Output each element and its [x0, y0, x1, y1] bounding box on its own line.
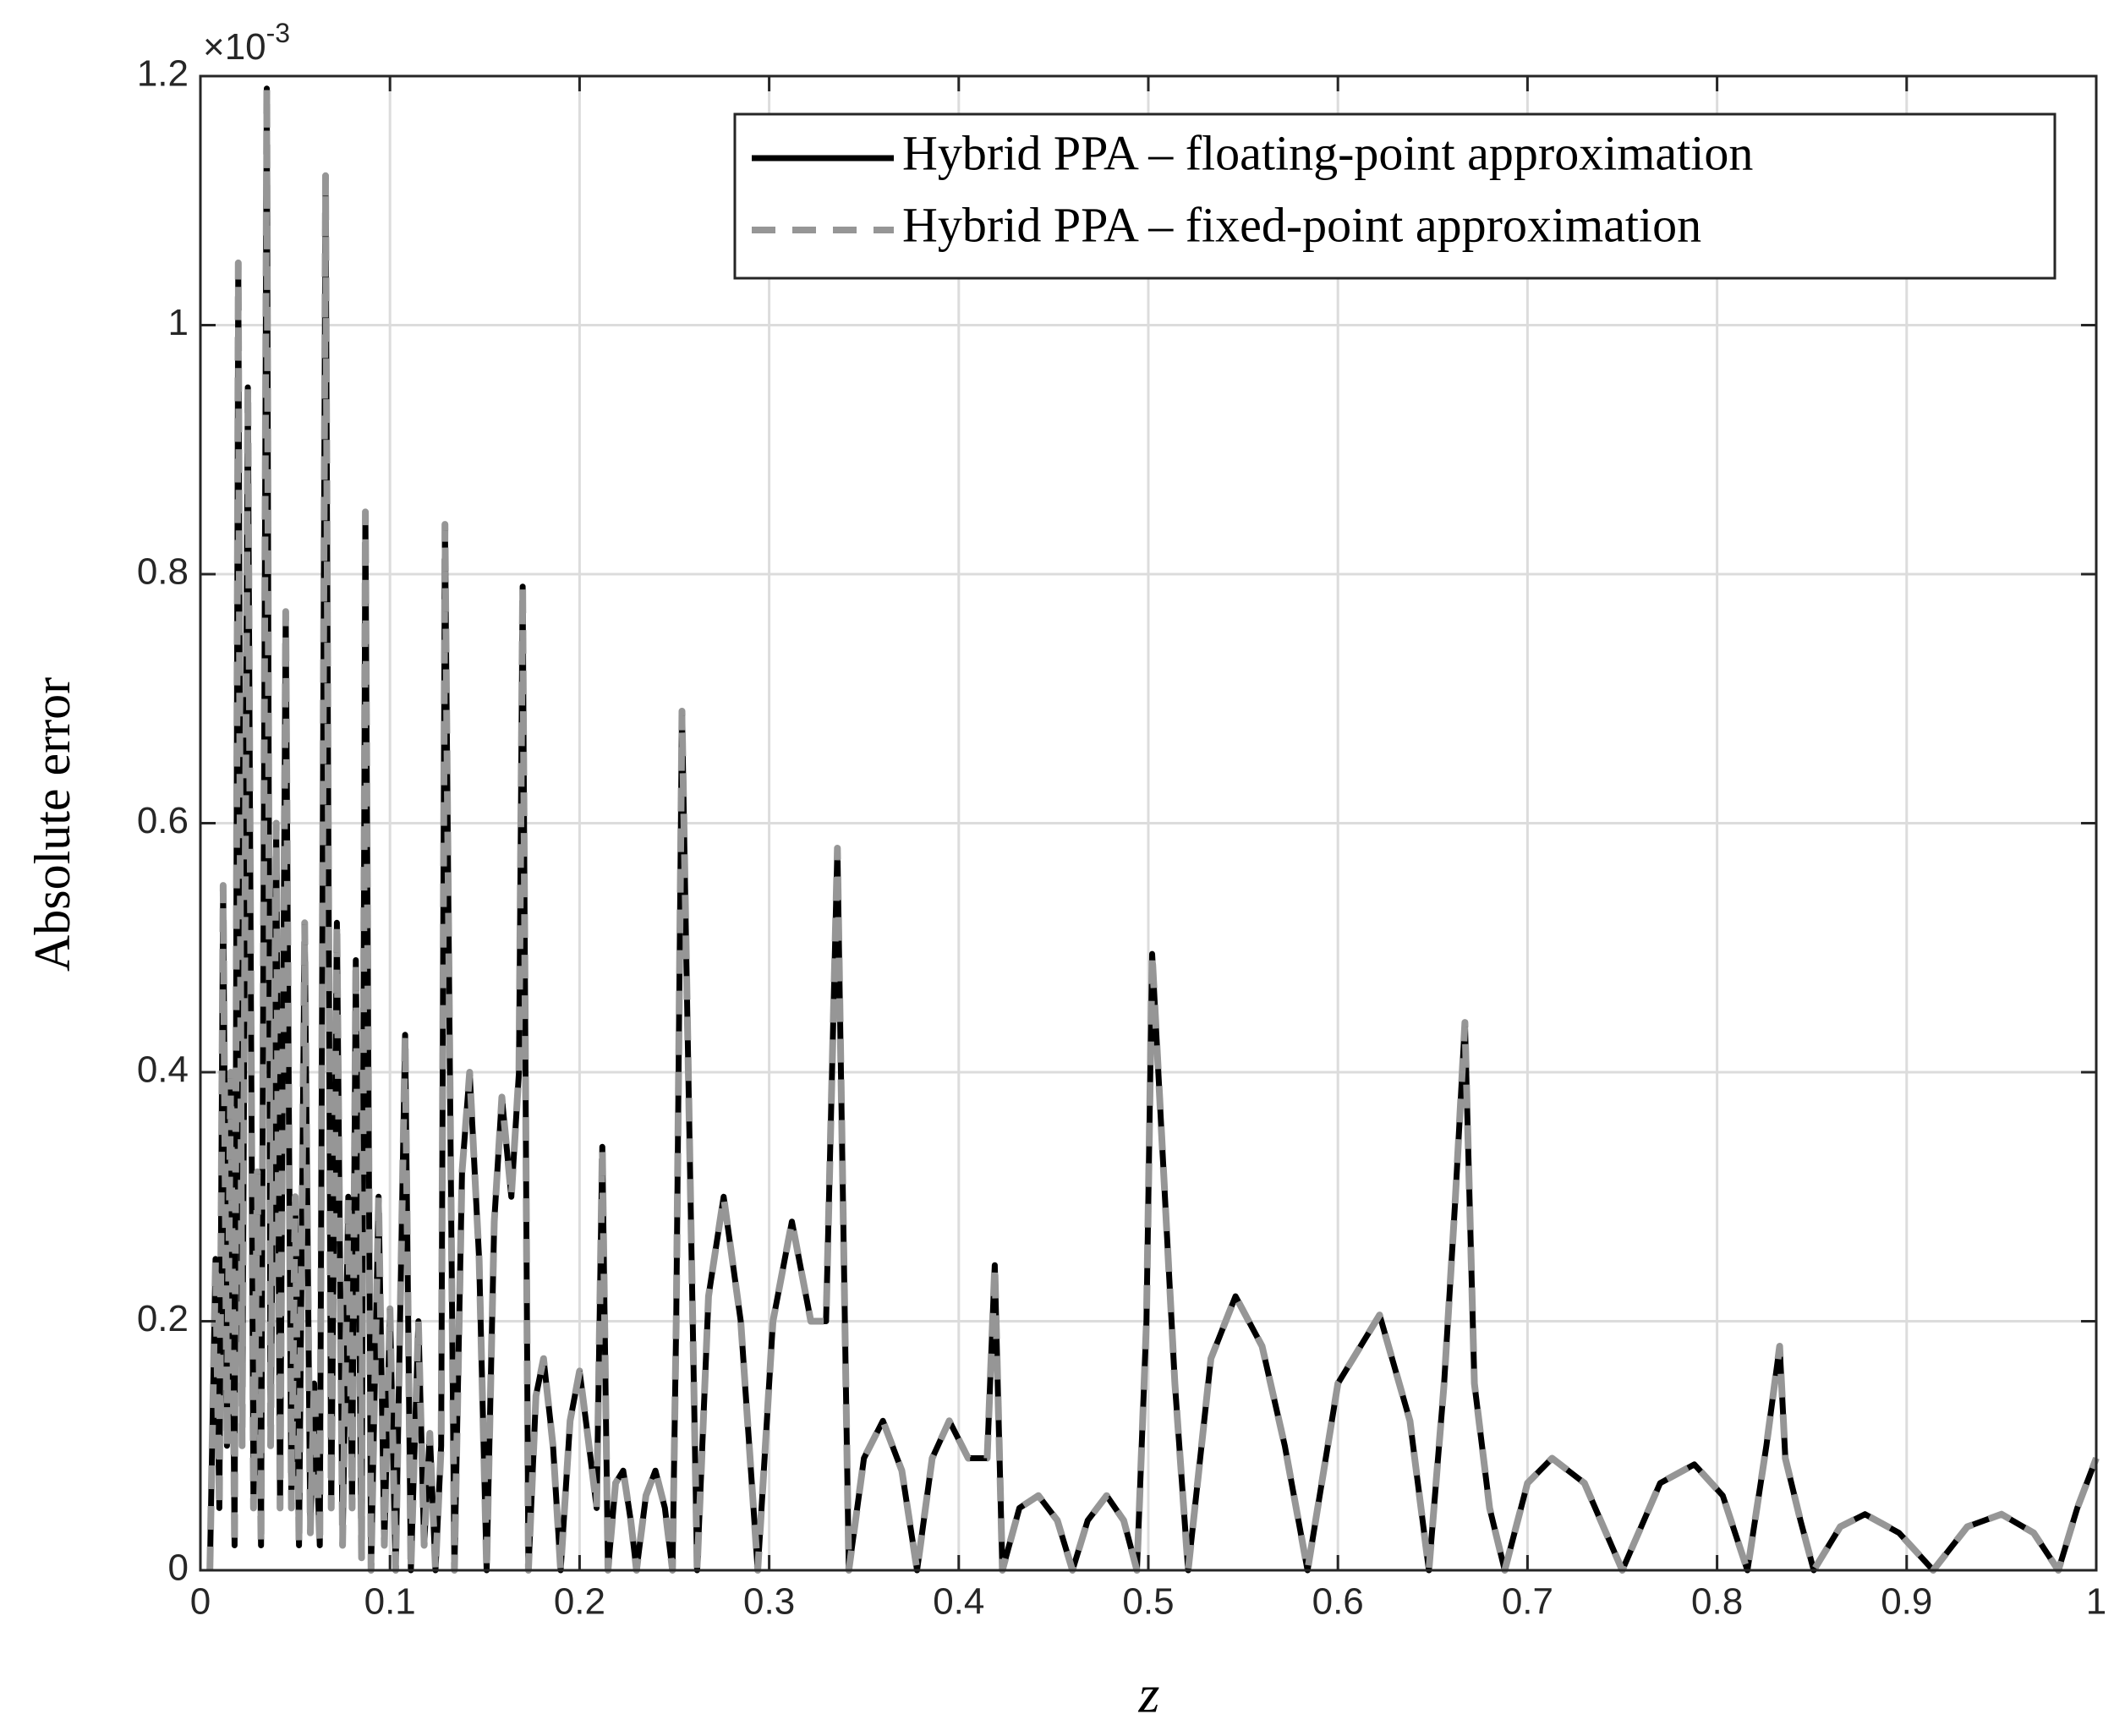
axes: 0 0.1 0.2 0.3 0.4 0.5 0.6 0.7 0.8 0.9 1 0 0.2 0.4 0.6 0… — [137, 53, 2106, 1623]
legend: Hybrid PPA – floating-point approximatio… — [733, 112, 2056, 280]
y-tick-label: 1.2 — [137, 53, 189, 95]
legend-box — [733, 112, 2056, 280]
legend-label: Hybrid PPA – fixed-point approximation — [902, 197, 1701, 252]
x-tick-label: 0 — [190, 1581, 211, 1623]
x-tick-label: 0.8 — [1691, 1581, 1743, 1623]
x-tick-label: 0.1 — [364, 1581, 416, 1623]
x-tick-label: 1 — [2086, 1581, 2106, 1623]
plot-frame — [199, 74, 2098, 1572]
y-tick-label: 1 — [168, 302, 189, 343]
y-tick-label: 0.4 — [137, 1049, 189, 1091]
x-tick-label: 0.5 — [1122, 1581, 1174, 1623]
x-tick-label: 0.7 — [1502, 1581, 1553, 1623]
x-axis-label: z — [1138, 1664, 1160, 1724]
lines — [206, 85, 2100, 1574]
y-multiplier: ×10-3 — [203, 18, 290, 67]
x-tick-label: 0.9 — [1881, 1581, 1932, 1623]
y-tick-label: 0.6 — [137, 800, 189, 841]
series-line — [206, 85, 2100, 1574]
x-tick-label: 0.3 — [743, 1581, 795, 1623]
multiplier-base: ×10 — [203, 26, 266, 68]
legend-label: Hybrid PPA – floating-point approximatio… — [902, 125, 1753, 180]
y-tick-label: 0.2 — [137, 1298, 189, 1339]
multiplier-exponent: -3 — [266, 18, 290, 48]
x-tick-label: 0.6 — [1312, 1581, 1364, 1623]
x-tick-label: 0.2 — [554, 1581, 605, 1623]
y-axis-label: Absolute error — [25, 677, 80, 972]
y-tick-label: 0 — [168, 1547, 189, 1589]
y-tick-label: 0.8 — [137, 551, 189, 593]
x-tick-label: 0.4 — [933, 1581, 984, 1623]
